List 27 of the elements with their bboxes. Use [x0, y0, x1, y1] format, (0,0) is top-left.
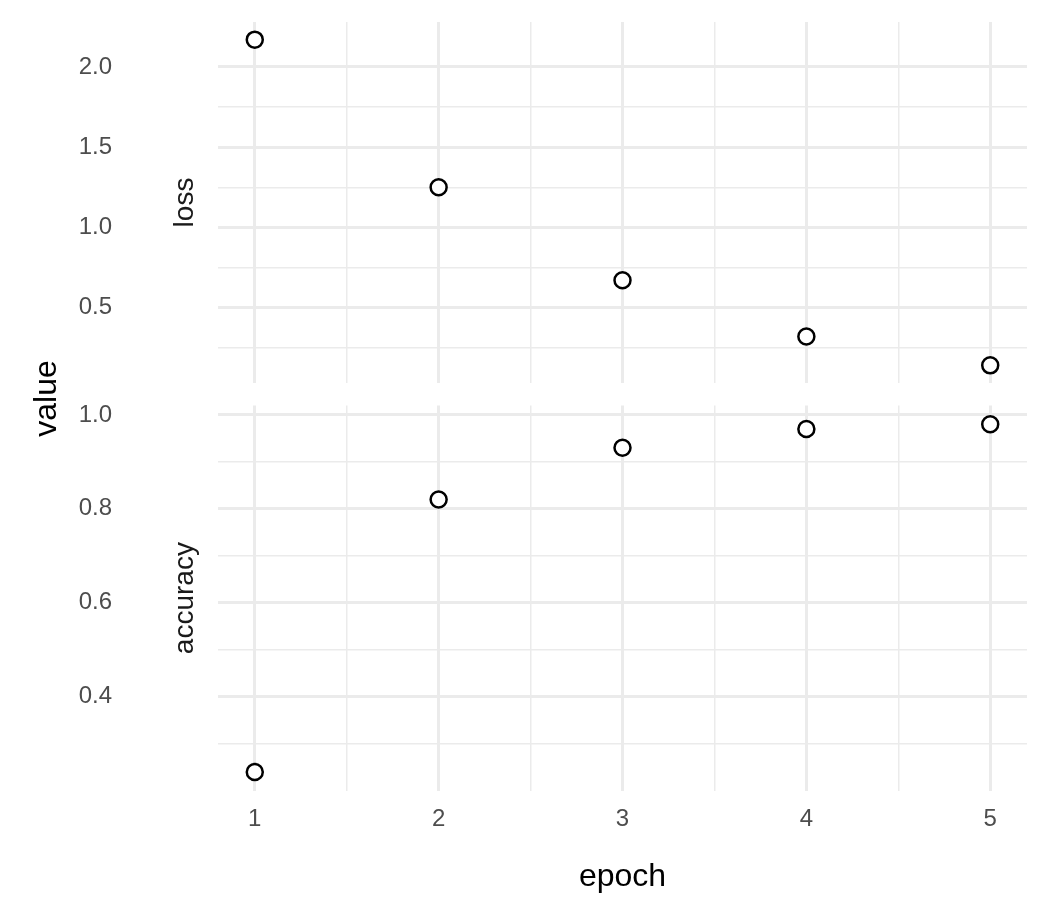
y-tick-label: 0.5 — [78, 292, 112, 320]
point — [797, 327, 816, 346]
x-tick-label: 5 — [983, 803, 997, 831]
point — [613, 271, 632, 290]
point — [429, 490, 448, 509]
x-tick-label: 4 — [799, 803, 814, 831]
point — [429, 178, 448, 197]
y-tick-label: 1.0 — [78, 399, 112, 427]
x-tick-label: 2 — [431, 803, 446, 831]
y-tick-label: 0.8 — [78, 493, 112, 521]
point — [613, 438, 632, 458]
text: loss — [167, 177, 199, 228]
point — [980, 415, 1000, 434]
text: accuracy — [167, 542, 199, 655]
x-axis-title: epoch — [578, 856, 667, 893]
y-tick-label: 2.0 — [78, 51, 112, 79]
point — [245, 30, 265, 49]
y-tick-label: 1.5 — [78, 131, 112, 159]
x-tick-label: 1 — [248, 803, 262, 831]
point — [980, 356, 1000, 375]
x-tick-label: 3 — [615, 803, 630, 831]
point — [797, 419, 816, 439]
y-axis-title: value — [26, 359, 64, 439]
y-tick-label: 0.4 — [78, 681, 112, 709]
point — [245, 762, 265, 782]
y-tick-label: 0.6 — [78, 587, 112, 615]
y-tick-label: 1.0 — [78, 211, 112, 239]
